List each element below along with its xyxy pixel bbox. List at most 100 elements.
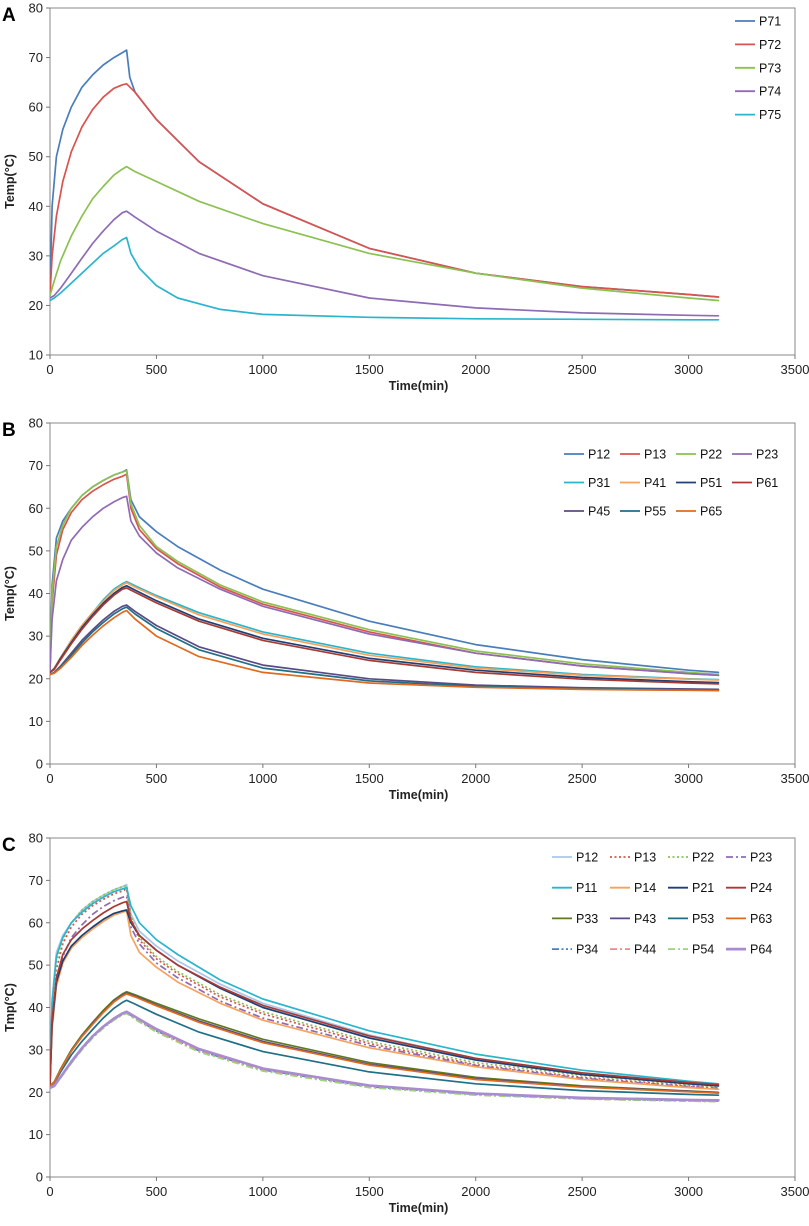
panel-b-series-p12 [50,469,720,674]
panel-b-chart: B 0 10 20 30 40 50 60 70 80 0 500 1000 1500 2000 2500 30… [2,416,809,803]
panel-a-ytick-label: 40 [29,199,43,214]
panel-b-ytick-label: 70 [29,458,43,473]
panel-c-legend-label-p13: P13 [634,851,656,865]
panel-c-ytick-label: 30 [29,1042,43,1057]
panel-b-xtick-label: 2000 [461,771,490,786]
panel-c-ylabel: Tmp(°C) [3,983,17,1032]
panel-b-legend-label-p22: P22 [700,448,722,462]
panel-b-plot-frame [49,422,796,765]
panel-b-ytick-label: 80 [29,416,43,431]
panel-a-series-p72 [50,82,720,298]
panel-b-ytick-label: 60 [29,501,43,516]
panel-c-ytick-label: 10 [29,1127,43,1142]
panel-a-legend-label-p71: P71 [759,15,781,29]
panel-c-series-p53 [50,999,720,1097]
panel-b-series-p41 [50,581,720,681]
panel-c-series-p21 [50,909,720,1087]
panel-a-ytick-label: 30 [29,248,43,263]
panel-b-legend: P12 P13 P22 P23 P31 P41 P51 P61 P45 P55 P65 [564,448,778,519]
panel-c-series-p12 [50,883,720,1087]
panel-a-xtick-label: 2500 [568,362,597,377]
panel-c-xtick-label: 0 [46,1184,53,1199]
panel-a-series-p75 [50,236,720,321]
panel-c-chart: C 0 10 20 30 40 50 60 70 80 0 500 1000 1500 2000 2500 30… [2,831,809,1216]
panel-c-ytick-label: 80 [29,831,43,846]
panel-b-series-p45 [50,604,720,691]
panel-c-legend-label-p24: P24 [750,881,772,895]
panel-c-legend-label-p34: P34 [576,943,598,957]
panel-b-legend-label-p23: P23 [756,448,778,462]
panel-c-legend-label-p63: P63 [750,912,772,926]
panel-a-xtick-label: 1500 [355,362,384,377]
panel-b-xtick-label: 3000 [674,771,703,786]
panel-a-ylabel: Temp(°C) [3,154,17,209]
panel-a-ytick-label: 70 [29,50,43,65]
panel-b-xtick-label: 2500 [568,771,597,786]
panel-a-xtick-label: 3500 [781,362,809,377]
panel-c-legend-label-p64: P64 [750,943,772,957]
panel-c-series-p22 [50,884,719,1088]
panel-a-xtick-label: 2000 [461,362,490,377]
panel-c-ytick-label: 70 [29,873,43,888]
panel-b-legend-label-p55: P55 [644,505,666,519]
panel-a-legend-label-p75: P75 [759,108,781,122]
panel-c-series-p13 [50,888,719,1089]
panel-b-series-p22 [50,469,720,676]
panel-b-xtick-label: 3500 [781,771,809,786]
panel-c-legend-label-p14: P14 [634,881,656,895]
panel-a-xtick-label: 3000 [674,362,703,377]
panel-b-ytick-label: 10 [29,714,43,729]
panel-a-legend-label-p72: P72 [759,38,781,52]
panel-b-legend-label-p12: P12 [588,448,610,462]
panel-a-ytick-label: 80 [29,1,43,16]
panel-b-xlabel: Time(min) [389,788,449,802]
panel-c-series-p64 [50,1010,720,1102]
panel-b-ytick-label: 0 [36,757,43,772]
panel-a-legend-label-p73: P73 [759,61,781,75]
panel-a-series-p74 [50,210,720,317]
panel-b-xtick-label: 1500 [355,771,384,786]
panel-b-legend-label-p13: P13 [644,448,666,462]
panel-c-ytick-label: 20 [29,1085,43,1100]
panel-c-ytick-label: 50 [29,958,43,973]
panel-b-legend-label-p31: P31 [588,476,610,490]
panel-c-legend-label-p23: P23 [750,851,772,865]
panel-a-ytick-label: 50 [29,149,43,164]
panel-c-legend-label-p11: P11 [576,881,597,895]
panel-c-label: C [2,835,16,856]
panel-c-series-p63 [50,993,720,1094]
panel-c-xlabel: Time(min) [389,1201,449,1215]
panel-b-legend-label-p61: P61 [756,476,778,490]
panel-c-legend-label-p43: P43 [634,912,656,926]
panel-c-legend-label-p21: P21 [692,881,714,895]
panel-b-ytick-label: 30 [29,629,43,644]
panel-a-xtick-label: 0 [46,362,53,377]
panel-b-ytick-label: 50 [29,543,43,558]
panel-c-legend-label-p54: P54 [692,943,714,957]
panel-c-xtick-label: 1000 [248,1184,277,1199]
panel-a-legend: P71 P72 P73 P74 P75 [735,15,781,122]
panel-b-xtick-label: 1000 [248,771,277,786]
panel-a-series-p71 [50,49,720,298]
panel-b-ytick-label: 20 [29,671,43,686]
panel-c-series-p11 [50,886,720,1085]
panel-c-xtick-label: 1500 [355,1184,384,1199]
panel-c-legend-label-p53: P53 [692,912,714,926]
panel-c-xtick-label: 500 [146,1184,168,1199]
panel-b-series-p13 [50,473,720,677]
panel-b-series-p65 [50,609,720,692]
panel-b-label: B [2,420,16,441]
panel-b-xtick-label: 500 [146,771,168,786]
panel-c-legend-label-p44: P44 [634,943,656,957]
panel-a-plot-frame [49,7,796,356]
panel-c-ytick-label: 0 [36,1170,43,1185]
panel-c-series-p23 [50,895,719,1090]
panel-c-xtick-label: 3000 [674,1184,703,1199]
panel-a-chart: A 10 20 30 40 50 60 70 80 0 500 1000 1500 2000 2500 300… [2,1,809,394]
panel-c-legend: P12 P13 P22 P23 P11 P14 P21 P24 P33 P43 P53 P63 P34 P… [552,851,772,957]
panel-b-ylabel: Temp(°C) [3,566,17,621]
panel-a-xtick-label: 500 [146,362,168,377]
panel-a-xlabel: Time(min) [389,379,449,393]
panel-c-legend-label-p33: P33 [576,912,598,926]
